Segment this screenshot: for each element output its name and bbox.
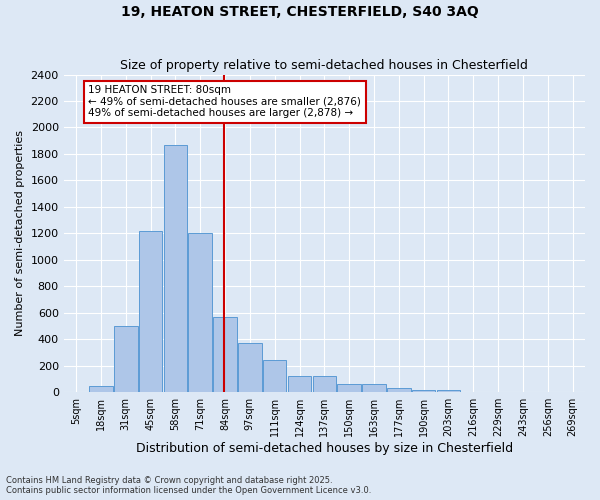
Y-axis label: Number of semi-detached properties: Number of semi-detached properties xyxy=(15,130,25,336)
Bar xyxy=(263,360,286,392)
Text: 19 HEATON STREET: 80sqm
← 49% of semi-detached houses are smaller (2,876)
49% of: 19 HEATON STREET: 80sqm ← 49% of semi-de… xyxy=(88,85,361,118)
Bar xyxy=(437,390,460,392)
Bar xyxy=(288,376,311,392)
Bar xyxy=(387,388,410,392)
X-axis label: Distribution of semi-detached houses by size in Chesterfield: Distribution of semi-detached houses by … xyxy=(136,442,513,455)
Text: Contains HM Land Registry data © Crown copyright and database right 2025.
Contai: Contains HM Land Registry data © Crown c… xyxy=(6,476,371,495)
Bar xyxy=(164,144,187,392)
Bar xyxy=(213,317,237,392)
Bar xyxy=(238,343,262,392)
Title: Size of property relative to semi-detached houses in Chesterfield: Size of property relative to semi-detach… xyxy=(121,59,528,72)
Bar xyxy=(412,390,436,392)
Bar xyxy=(114,326,137,392)
Text: 19, HEATON STREET, CHESTERFIELD, S40 3AQ: 19, HEATON STREET, CHESTERFIELD, S40 3AQ xyxy=(121,5,479,19)
Bar xyxy=(139,230,163,392)
Bar xyxy=(337,384,361,392)
Bar xyxy=(362,384,386,392)
Bar xyxy=(188,234,212,392)
Bar xyxy=(89,386,113,392)
Bar xyxy=(313,376,336,392)
